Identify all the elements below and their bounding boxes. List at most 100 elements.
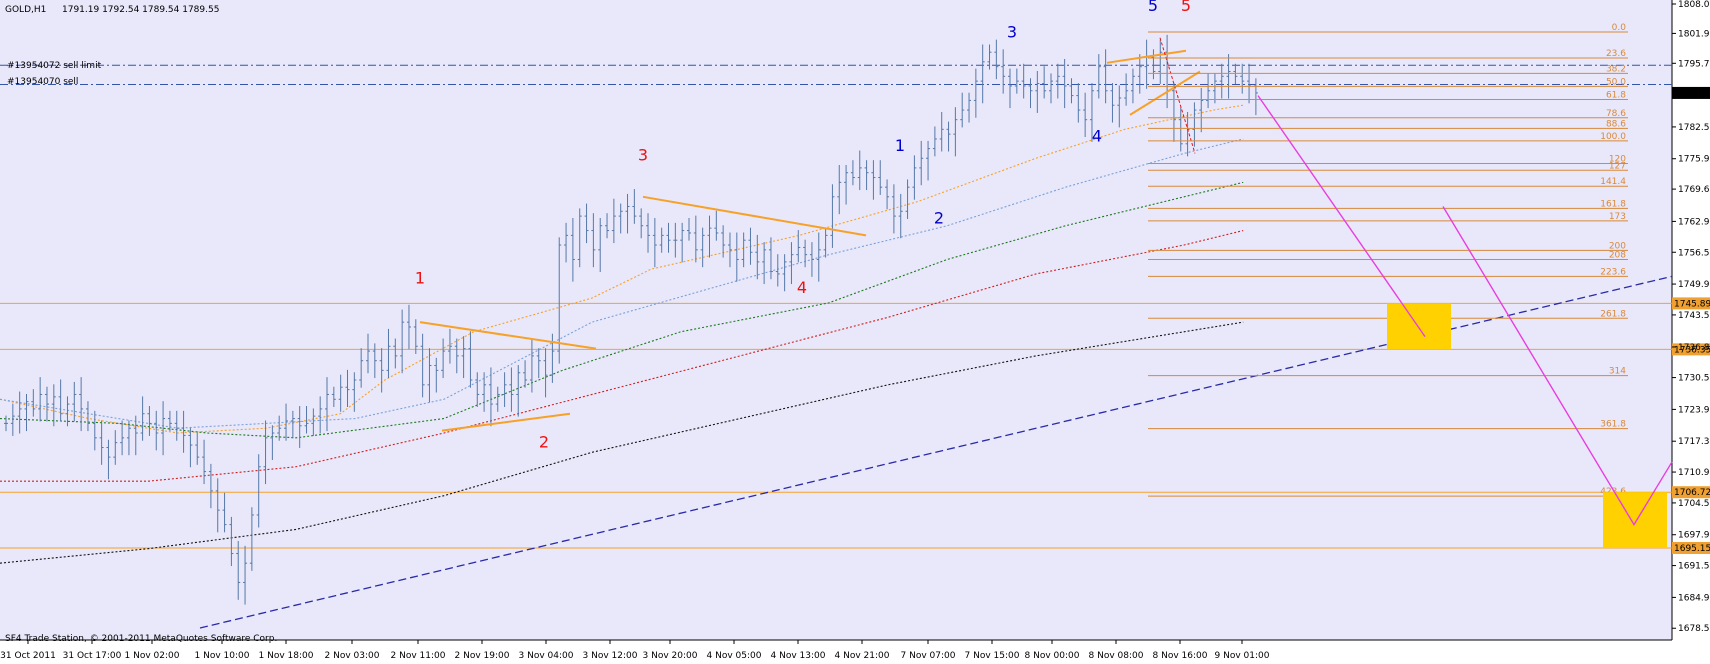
price-level-tag-label: 1736.35	[1674, 345, 1710, 355]
y-tick-label: 1801.90	[1678, 29, 1710, 39]
fib-level-label: 261.8	[1600, 309, 1626, 319]
y-tick-label: 1691.50	[1678, 562, 1710, 572]
x-tick-label: 1 Nov 02:00	[125, 651, 180, 661]
fib-level-label: 50.0	[1606, 77, 1626, 87]
pattern-trendline[interactable]	[642, 195, 867, 237]
price-level-tag-label: 1745.89	[1674, 299, 1710, 309]
price-level-tag	[1672, 486, 1710, 499]
wave-count-label: 5	[1148, 0, 1158, 15]
fib-level-label: 314	[1609, 367, 1626, 377]
x-tick-label: 7 Nov 15:00	[965, 651, 1020, 661]
x-tick-label: 31 Oct 2011	[0, 651, 56, 661]
y-tick-label: 1769.60	[1678, 185, 1710, 195]
order-label-sell[interactable]: #13954070 sell	[7, 77, 78, 87]
x-tick-label: 4 Nov 05:00	[707, 651, 762, 661]
chart-symbol-title: GOLD,H1	[5, 5, 46, 15]
y-tick-label: 1710.90	[1678, 468, 1710, 478]
target-zone[interactable]	[1387, 303, 1451, 350]
x-tick-label: 9 Nov 01:00	[1215, 651, 1270, 661]
moving-average-line	[0, 138, 1244, 429]
y-tick-label: 1775.90	[1678, 155, 1710, 165]
wave-count-label: 1	[415, 269, 425, 288]
pattern-trendline[interactable]	[419, 321, 597, 350]
x-tick-label: 3 Nov 20:00	[643, 651, 698, 661]
copyright-footer: SF4 Trade Station, © 2001-2011 MetaQuote…	[5, 634, 277, 644]
moving-average-line	[0, 230, 1244, 482]
fib-level-label: 161.8	[1600, 199, 1626, 209]
y-tick-label: 1743.50	[1678, 311, 1710, 321]
chart-ohlc-values: 1791.19 1792.54 1789.54 1789.55	[62, 5, 219, 15]
y-tick-label: 1678.50	[1678, 624, 1710, 634]
y-tick-label: 1736.85	[1678, 343, 1710, 353]
x-tick-label: 1 Nov 18:00	[259, 651, 314, 661]
y-tick-label: 1704.50	[1678, 499, 1710, 509]
fib-level-label: 361.8	[1600, 420, 1626, 430]
pattern-trendline[interactable]	[1129, 70, 1201, 116]
pattern-trendline[interactable]	[1106, 49, 1187, 64]
y-tick-label: 1697.90	[1678, 531, 1710, 541]
dashed-wave-line	[1159, 37, 1196, 154]
fib-level-label: 208	[1609, 250, 1626, 260]
x-tick-label: 3 Nov 04:00	[519, 651, 574, 661]
y-tick-label: 1782.50	[1678, 123, 1710, 133]
x-tick-label: 2 Nov 11:00	[391, 651, 446, 661]
fib-level-label: 141.4	[1600, 177, 1626, 187]
x-tick-label: 2 Nov 19:00	[455, 651, 510, 661]
wave-count-label: 1	[895, 136, 905, 155]
order-label-sell-limit[interactable]: #13954072 sell limit	[7, 61, 102, 71]
current-price-tag	[1672, 86, 1710, 99]
fib-level-label: 423.6	[1600, 487, 1626, 497]
x-tick-label: 3 Nov 12:00	[583, 651, 638, 661]
target-zone[interactable]	[1603, 492, 1667, 548]
x-tick-label: 4 Nov 13:00	[771, 651, 826, 661]
wave-count-label: 4	[1092, 126, 1102, 145]
x-tick-label: 8 Nov 08:00	[1089, 651, 1144, 661]
x-tick-label: 31 Oct 17:00	[63, 651, 122, 661]
fib-level-label: 223.6	[1600, 267, 1626, 277]
wave-count-label: 3	[638, 146, 648, 165]
x-tick-label: 4 Nov 21:00	[835, 651, 890, 661]
y-tick-label: 1723.90	[1678, 405, 1710, 415]
fib-level-label: 61.8	[1606, 90, 1626, 100]
price-level-tag	[1672, 343, 1710, 356]
wave-count-label: 3	[1007, 23, 1017, 42]
price-level-tag-label: 1706.72	[1674, 488, 1710, 498]
current-price-tag-label: 1789.55	[1674, 89, 1710, 99]
x-tick-label: 8 Nov 16:00	[1153, 651, 1208, 661]
projection-path-short	[1257, 95, 1426, 338]
price-level-tag-label: 1695.15	[1674, 544, 1710, 554]
fib-level-label: 88.6	[1606, 119, 1626, 129]
x-tick-label: 8 Nov 00:00	[1025, 651, 1080, 661]
price-level-tag	[1672, 297, 1710, 310]
fib-level-label: 78.6	[1606, 109, 1626, 119]
pattern-trendline[interactable]	[441, 412, 571, 432]
fib-level-label: 120	[1609, 155, 1626, 165]
y-tick-label: 1762.90	[1678, 217, 1710, 227]
x-tick-label: 2 Nov 03:00	[325, 651, 380, 661]
y-tick-label: 1684.90	[1678, 593, 1710, 603]
fib-level-label: 100.0	[1600, 132, 1626, 142]
fib-level-label: 38.2	[1606, 64, 1626, 74]
fib-level-label: 0.0	[1612, 23, 1627, 33]
price-level-tag	[1672, 541, 1710, 554]
projection-path-long	[1442, 206, 1673, 526]
moving-average-line	[0, 321, 1244, 564]
moving-average-line	[0, 104, 1244, 434]
x-tick-label: 1 Nov 10:00	[195, 651, 250, 661]
wave-count-label: 5	[1181, 0, 1191, 15]
y-tick-label: 1756.50	[1678, 248, 1710, 258]
wave-count-label: 2	[539, 432, 549, 451]
y-tick-label: 1808.00	[1678, 0, 1710, 10]
y-tick-label: 1749.90	[1678, 280, 1710, 290]
wave-count-label: 2	[934, 208, 944, 227]
wave-count-label: 4	[797, 278, 807, 297]
fib-level-label: 127	[1609, 161, 1626, 171]
fib-level-label: 173	[1609, 212, 1626, 222]
y-tick-label: 1730.50	[1678, 374, 1710, 384]
fib-level-label: 23.6	[1606, 49, 1626, 59]
x-tick-label: 7 Nov 07:00	[901, 651, 956, 661]
y-tick-label: 1717.30	[1678, 437, 1710, 447]
fib-level-label: 200	[1609, 241, 1626, 251]
